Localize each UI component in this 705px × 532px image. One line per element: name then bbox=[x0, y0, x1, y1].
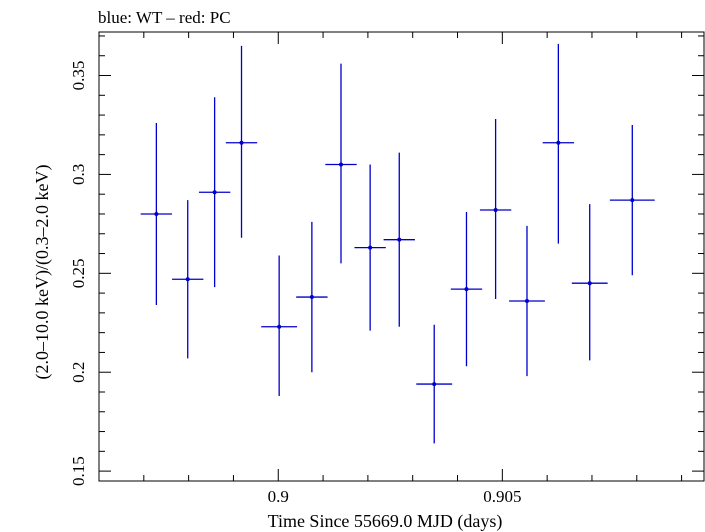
chart-title: blue: WT – red: PC bbox=[98, 8, 231, 27]
point-marker bbox=[587, 281, 592, 286]
plot-frame bbox=[98, 31, 705, 482]
data-point bbox=[261, 255, 298, 396]
point-marker bbox=[464, 287, 469, 292]
data-point bbox=[542, 43, 575, 244]
data-point bbox=[609, 124, 655, 276]
data-point bbox=[225, 45, 258, 238]
point-marker bbox=[630, 198, 635, 203]
point-marker bbox=[154, 211, 159, 216]
x-tick-label: 0.9 bbox=[268, 487, 289, 506]
data-point bbox=[383, 152, 415, 327]
y-tick-label: 0.35 bbox=[69, 61, 88, 91]
point-marker bbox=[212, 190, 217, 195]
point-marker bbox=[397, 237, 402, 242]
data-series bbox=[140, 43, 655, 444]
data-point bbox=[509, 225, 545, 377]
point-marker bbox=[339, 162, 343, 167]
data-point bbox=[325, 63, 357, 264]
x-axis-label: Time Since 55669.0 MJD (days) bbox=[268, 511, 503, 532]
point-marker bbox=[277, 324, 282, 329]
x-tick-label: 0.905 bbox=[483, 487, 521, 506]
point-marker bbox=[493, 208, 498, 213]
point-marker bbox=[524, 299, 529, 304]
point-marker bbox=[368, 245, 373, 250]
point-marker bbox=[309, 295, 314, 300]
data-point bbox=[416, 324, 453, 444]
y-tick-label: 0.2 bbox=[69, 362, 88, 383]
data-point bbox=[571, 204, 608, 361]
data-point bbox=[172, 200, 204, 359]
data-point bbox=[140, 122, 173, 305]
y-axis-label: (2.0–10.0 keV)/(0.3–2.0 keV) bbox=[32, 165, 53, 380]
axis-ticks bbox=[98, 32, 704, 481]
data-point bbox=[198, 97, 231, 288]
point-marker bbox=[556, 140, 561, 145]
y-tick-label: 0.25 bbox=[69, 258, 88, 288]
data-point bbox=[296, 221, 328, 373]
data-point bbox=[354, 164, 386, 331]
tick-labels: 0.9 0.905 0.15 0.2 0.25 0.3 0.35 bbox=[69, 61, 521, 506]
data-point bbox=[479, 119, 512, 300]
point-marker bbox=[185, 277, 190, 282]
point-marker bbox=[239, 140, 244, 145]
data-point bbox=[450, 211, 483, 367]
y-tick-label: 0.3 bbox=[69, 164, 88, 185]
y-tick-label: 0.15 bbox=[69, 456, 88, 486]
point-marker bbox=[432, 382, 437, 387]
